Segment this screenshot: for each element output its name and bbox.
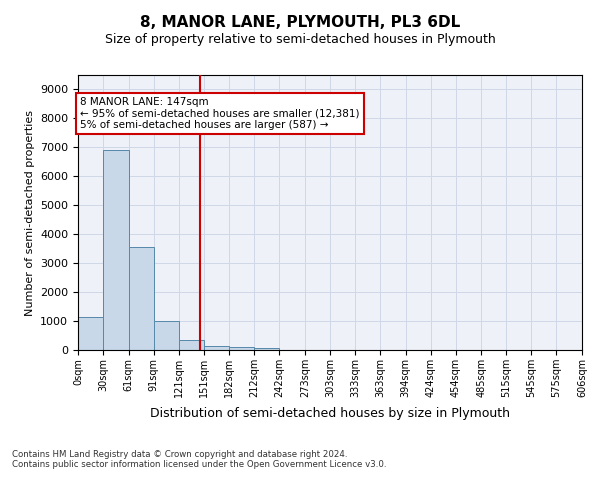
Text: Size of property relative to semi-detached houses in Plymouth: Size of property relative to semi-detach… bbox=[104, 32, 496, 46]
Bar bbox=[179, 340, 203, 350]
Bar bbox=[254, 348, 279, 350]
Bar bbox=[129, 247, 154, 350]
Text: 8 MANOR LANE: 147sqm
← 95% of semi-detached houses are smaller (12,381)
5% of se: 8 MANOR LANE: 147sqm ← 95% of semi-detac… bbox=[80, 96, 360, 130]
Bar bbox=[103, 150, 129, 350]
Y-axis label: Number of semi-detached properties: Number of semi-detached properties bbox=[25, 110, 35, 316]
Text: Contains HM Land Registry data © Crown copyright and database right 2024.
Contai: Contains HM Land Registry data © Crown c… bbox=[12, 450, 386, 469]
Bar bbox=[154, 321, 179, 350]
Bar bbox=[203, 346, 229, 350]
Text: 8, MANOR LANE, PLYMOUTH, PL3 6DL: 8, MANOR LANE, PLYMOUTH, PL3 6DL bbox=[140, 15, 460, 30]
Bar bbox=[229, 347, 254, 350]
Text: Distribution of semi-detached houses by size in Plymouth: Distribution of semi-detached houses by … bbox=[150, 408, 510, 420]
Bar bbox=[78, 318, 103, 350]
